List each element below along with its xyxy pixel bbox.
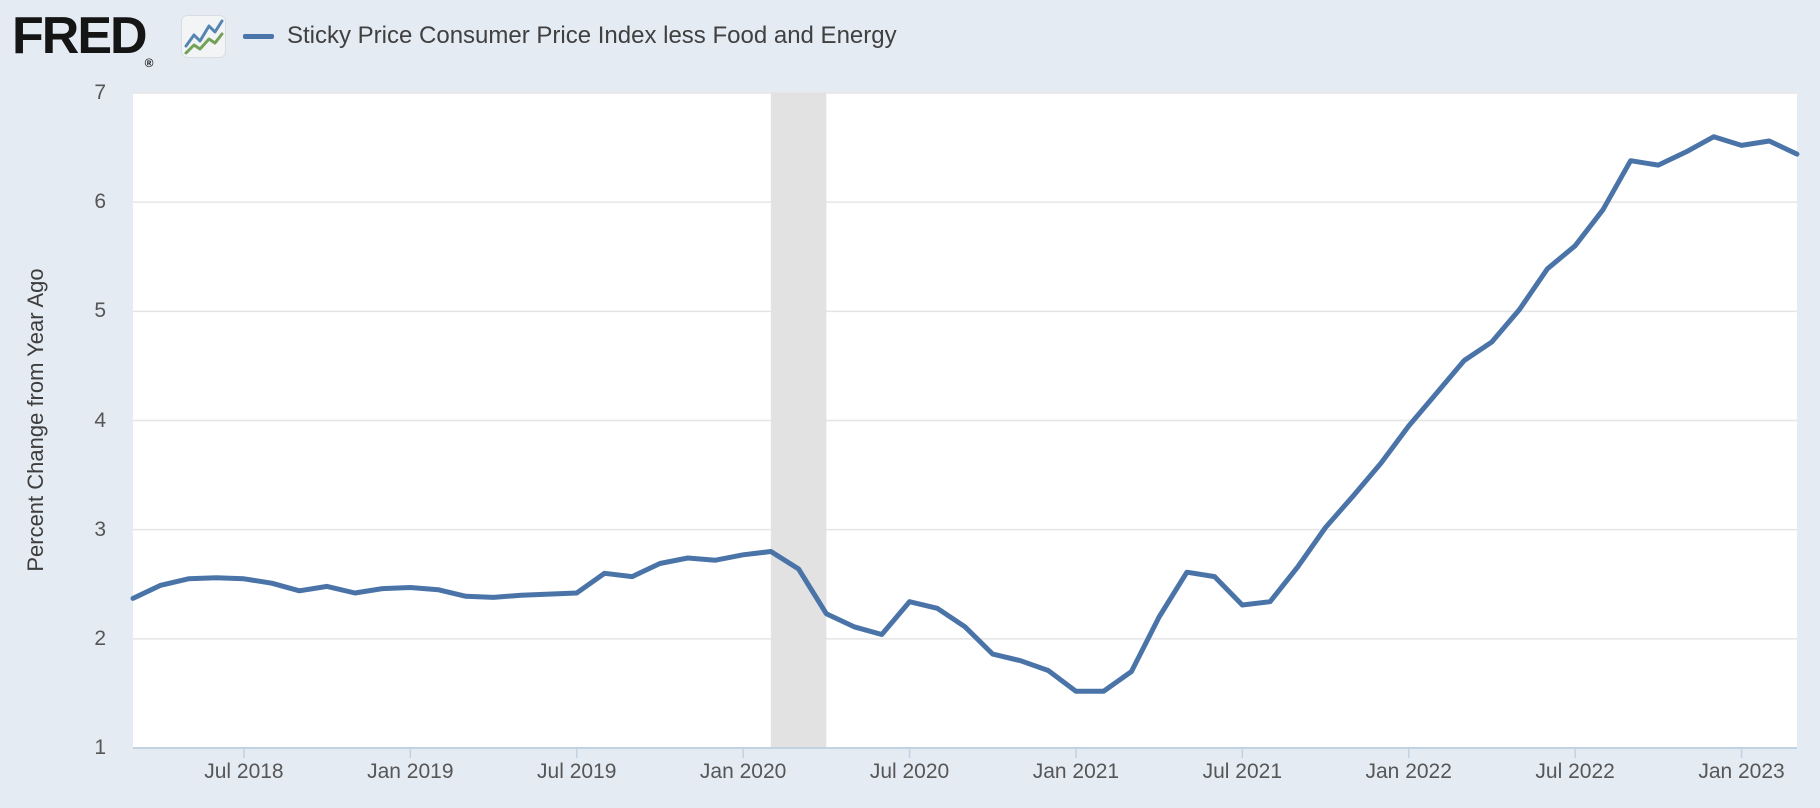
- x-tick-label: Jan 2021: [1032, 760, 1120, 783]
- x-tick-label: Jul 2020: [869, 760, 950, 783]
- x-tick-label: Jul 2019: [537, 760, 617, 783]
- recession-band: [770, 93, 827, 748]
- fred-logo[interactable]: FRED®: [12, 6, 154, 70]
- x-tick-label: Jan 2022: [1365, 760, 1452, 783]
- y-tick-label: 4: [94, 408, 106, 432]
- y-tick-label: 6: [94, 190, 106, 214]
- x-tick-label: Jan 2020: [699, 760, 787, 783]
- x-tick-label: Jan 2019: [367, 760, 454, 783]
- x-tick-label: Jan 2023: [1698, 760, 1785, 783]
- y-tick-label: 1: [94, 736, 106, 759]
- y-tick-label: 2: [94, 626, 106, 650]
- legend-item[interactable]: Sticky Price Consumer Price Index less F…: [243, 18, 897, 54]
- x-tick-label: Jul 2018: [204, 760, 284, 783]
- x-tick-label: Jul 2022: [1535, 760, 1615, 783]
- y-tick-label: 7: [94, 81, 106, 104]
- y-tick-label: 5: [94, 299, 106, 323]
- fred-registered-mark: ®: [144, 56, 154, 70]
- fred-logo-text: FRED: [12, 7, 148, 65]
- x-tick-label: Jul 2021: [1202, 760, 1283, 783]
- legend-label: Sticky Price Consumer Price Index less F…: [287, 22, 897, 49]
- header: FRED® Sticky Price Consumer Price Index …: [0, 0, 1820, 72]
- y-axis-title: Percent Change from Year Ago: [23, 268, 48, 572]
- legend-line-swatch: [243, 33, 274, 39]
- fred-logo-chart-icon: [181, 15, 226, 63]
- y-tick-label: 3: [94, 517, 106, 541]
- series-line[interactable]: [130, 134, 1800, 694]
